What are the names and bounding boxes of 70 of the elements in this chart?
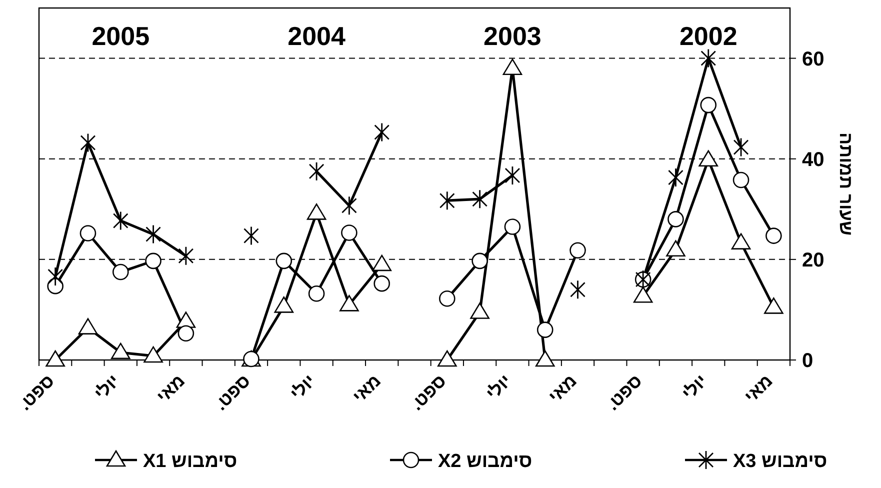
point xyxy=(732,172,750,188)
point xyxy=(341,224,358,241)
point xyxy=(472,252,488,270)
annotation: 2003 xyxy=(484,21,542,51)
point xyxy=(698,150,718,167)
point xyxy=(570,242,586,259)
point xyxy=(244,226,259,246)
point xyxy=(80,225,96,242)
point xyxy=(274,296,294,313)
point xyxy=(504,218,521,235)
point xyxy=(536,322,554,338)
x-tick-label: מאי xyxy=(544,370,581,407)
point xyxy=(46,350,65,367)
legend-label: סימבוש X1 xyxy=(143,451,238,472)
legend-label: סימבוש X3 xyxy=(733,451,828,472)
x-tick-label: ספט. xyxy=(406,370,450,414)
point xyxy=(341,196,357,216)
point xyxy=(504,166,520,186)
point xyxy=(700,48,716,68)
point xyxy=(535,350,555,367)
point xyxy=(112,211,128,230)
point xyxy=(374,122,390,142)
y-tick-label: 0 xyxy=(802,350,814,372)
point xyxy=(668,211,684,228)
point xyxy=(666,240,686,257)
point xyxy=(470,302,490,319)
point xyxy=(733,138,749,157)
point xyxy=(374,275,390,292)
point xyxy=(372,254,392,272)
annotation: 2004 xyxy=(288,21,346,51)
y-tick-label: 20 xyxy=(802,249,824,272)
point xyxy=(438,350,457,367)
x-tick-label: יולי xyxy=(90,370,124,404)
point xyxy=(110,342,130,360)
x-tick-label: ספט. xyxy=(602,370,646,414)
point xyxy=(78,318,98,334)
point xyxy=(178,325,194,342)
legend-label: סימבוש X2 xyxy=(438,451,532,472)
x-tick-label: יולי xyxy=(482,370,516,404)
x-tick-label: ספט. xyxy=(210,370,254,414)
point xyxy=(178,246,194,266)
x-tick-label: יולי xyxy=(678,370,712,404)
point xyxy=(700,96,717,114)
y-tick-label: 40 xyxy=(802,148,824,171)
annotation: 2002 xyxy=(679,21,738,51)
point xyxy=(48,266,64,286)
point xyxy=(439,290,456,307)
x-tick-label: ספט. xyxy=(14,370,58,414)
x-tick-label: יולי xyxy=(286,370,320,404)
point xyxy=(146,224,161,244)
x-tick-label: מאי xyxy=(152,370,189,407)
x-tick-label: מאי xyxy=(348,370,385,407)
y-tick-label: 60 xyxy=(802,48,824,70)
point xyxy=(144,346,163,363)
point xyxy=(145,252,162,270)
point xyxy=(308,162,324,182)
point xyxy=(633,286,653,303)
x-tick-label: מאי xyxy=(740,370,776,407)
point xyxy=(276,252,292,270)
point xyxy=(112,264,129,280)
point xyxy=(570,280,586,300)
point xyxy=(308,285,325,302)
point xyxy=(764,298,784,314)
annotation: 2005 xyxy=(92,21,150,51)
point xyxy=(80,133,96,152)
y-axis-title: שעור תמותה xyxy=(836,132,856,236)
point xyxy=(766,228,782,244)
point xyxy=(340,295,359,312)
point xyxy=(731,233,751,250)
point xyxy=(306,204,326,220)
